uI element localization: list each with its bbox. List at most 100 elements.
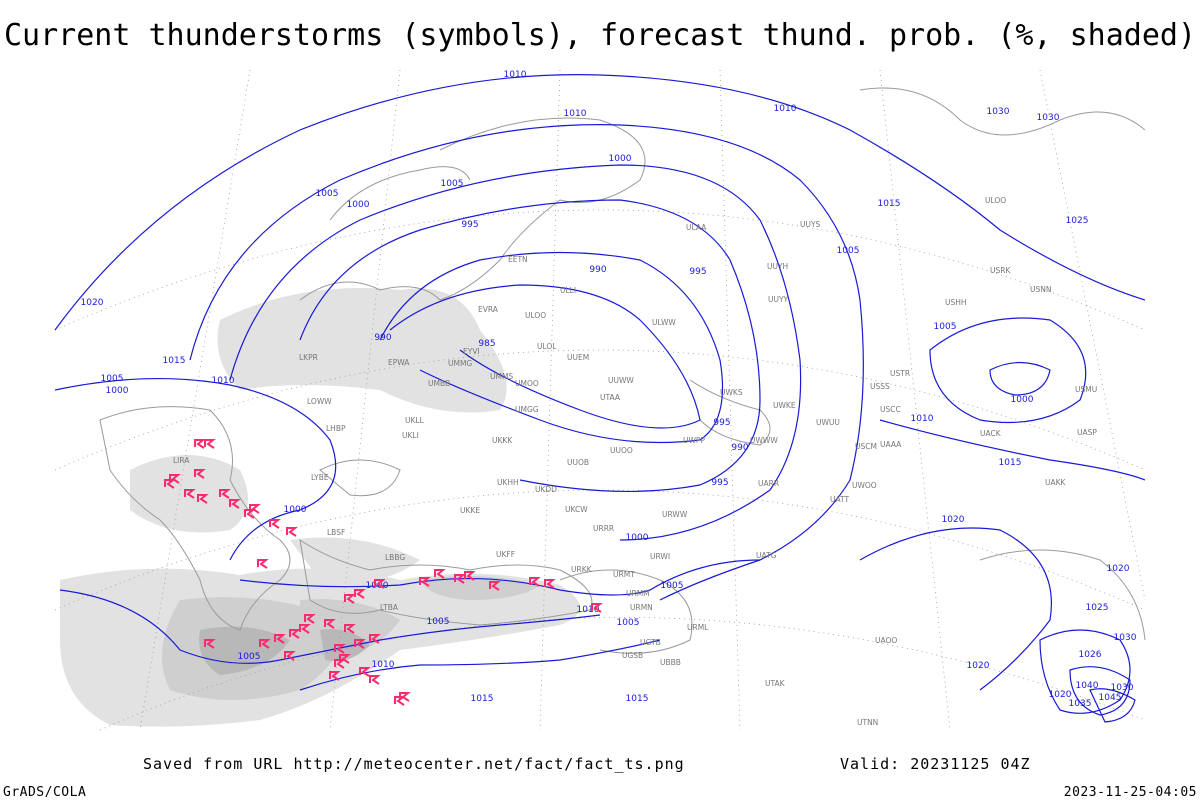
station-label: URML [687, 623, 709, 632]
station-label: UUYS [800, 220, 821, 229]
station-label: EETN [508, 255, 528, 264]
station-label: URWI [650, 552, 670, 561]
isobar-label: 1030 [1111, 683, 1134, 693]
title: Current thunderstorms (symbols), forecas… [4, 18, 1196, 53]
isobar-label: 1045 [1099, 693, 1122, 703]
thunderstorm-symbols [164, 439, 603, 706]
isobar-label: 990 [589, 265, 606, 275]
station-label: URWW [662, 510, 688, 519]
graticule [54, 69, 1146, 731]
thunderstorm-symbol [269, 519, 281, 529]
thunderstorm-symbol [354, 639, 366, 649]
isobar-label: 1005 [934, 322, 957, 332]
thunderstorm-symbol [344, 624, 356, 634]
station-label: UKDD [535, 485, 557, 494]
isobar-label: 1015 [878, 199, 901, 209]
thunderstorm-symbol [369, 675, 381, 685]
thunderstorm-symbol [354, 589, 366, 599]
thunderstorm-symbol [299, 624, 311, 634]
thunderstorm-symbol [324, 619, 336, 629]
thunderstorm-symbol [334, 659, 346, 669]
station-label: URRR [593, 524, 614, 533]
station-label: UAAA [880, 440, 902, 449]
thunderstorm-symbol [374, 579, 386, 589]
station-label: USTR [890, 369, 910, 378]
station-label: EYVI [463, 347, 480, 356]
station-label: UUOO [610, 446, 633, 455]
source-url: Saved from URL http://meteocenter.net/fa… [143, 755, 685, 773]
software: GrADS/COLA [3, 785, 86, 800]
timestamp: 2023-11-25-04:05 [1064, 785, 1197, 800]
station-label: USHH [945, 298, 967, 307]
isobar-label: 1020 [1049, 690, 1072, 700]
station-label: LOWW [307, 397, 332, 406]
isobar-label: 1005 [101, 374, 124, 384]
thunderstorm-symbol [184, 489, 196, 499]
thunderstorm-symbol [454, 574, 466, 584]
station-label: UACK [980, 429, 1002, 438]
station-label: UKHH [497, 478, 519, 487]
station-label: UTAA [600, 393, 621, 402]
station-label: UBBB [660, 658, 681, 667]
thunderstorm-symbol [274, 634, 286, 644]
isobars [54, 74, 1146, 723]
isobar-label: 995 [711, 478, 728, 488]
thunderstorm-symbol [257, 559, 269, 569]
isobar-label: 1000 [1011, 395, 1034, 405]
thunderstorm-symbol [197, 494, 209, 504]
thunderstorm-symbol [289, 629, 301, 639]
thunderstorm-symbol [489, 581, 501, 591]
thunderstorm-symbol [284, 651, 296, 661]
station-label: ULLI [560, 286, 576, 295]
isobar-labels: 1010 1010 1010 1030 1030 1000 1005 1005 1000 1015… [81, 70, 1137, 709]
thunderstorm-symbol [591, 603, 603, 613]
isobar-label: 1015 [999, 458, 1022, 468]
isobar-label: 995 [461, 220, 478, 230]
isobar-label: 1005 [837, 246, 860, 256]
station-label: UWWW [750, 436, 778, 445]
thunderstorm-symbol [344, 594, 356, 604]
station-label: URMM [626, 589, 650, 598]
thunderstorm-symbol [394, 696, 406, 706]
isobar-label: 1005 [427, 617, 450, 627]
station-label: UUYH [767, 262, 788, 271]
isobar-label: 985 [478, 339, 495, 349]
coastlines [99, 87, 1146, 654]
thunderstorm-symbol [419, 577, 431, 587]
station-label: UAOO [875, 636, 897, 645]
isobar-label: 1020 [81, 298, 104, 308]
station-label: USCM [855, 442, 877, 451]
station-label: UUWW [608, 376, 634, 385]
thunderstorm-symbol [286, 527, 298, 537]
thunderstorm-symbol [304, 614, 316, 624]
station-label: UMMG [448, 359, 472, 368]
station-label: LBSF [327, 528, 345, 537]
station-label: ULOO [525, 311, 546, 320]
station-label: EVRA [478, 305, 499, 314]
isobar-label: 1010 [372, 660, 395, 670]
station-label: UUYY [768, 295, 789, 304]
thunderstorm-symbol [369, 634, 381, 644]
thunderstorm-symbol [434, 569, 446, 579]
isobar-label: 990 [731, 443, 748, 453]
thunderstorm-symbol [529, 577, 541, 587]
isobar-label: 1005 [316, 189, 339, 199]
valid-time: Valid: 20231125 04Z [840, 755, 1031, 773]
thunderstorm-symbol [464, 571, 476, 581]
station-label: ULWW [652, 318, 676, 327]
thunderstorm-symbol [219, 489, 231, 499]
isobar-label: 1020 [942, 515, 965, 525]
isobar-label: 995 [713, 418, 730, 428]
isobar-label: 1020 [967, 661, 990, 671]
station-label: LYBE [311, 473, 329, 482]
isobar-label: 1000 [106, 386, 129, 396]
station-label: LKPR [299, 353, 318, 362]
station-label: UUEM [567, 353, 589, 362]
isobar-label: 1005 [238, 652, 261, 662]
station-label: UARR [758, 479, 779, 488]
station-label: UMOO [515, 379, 539, 388]
thunderstorm-symbol [544, 579, 556, 589]
thunderstorm-symbol [169, 474, 181, 484]
